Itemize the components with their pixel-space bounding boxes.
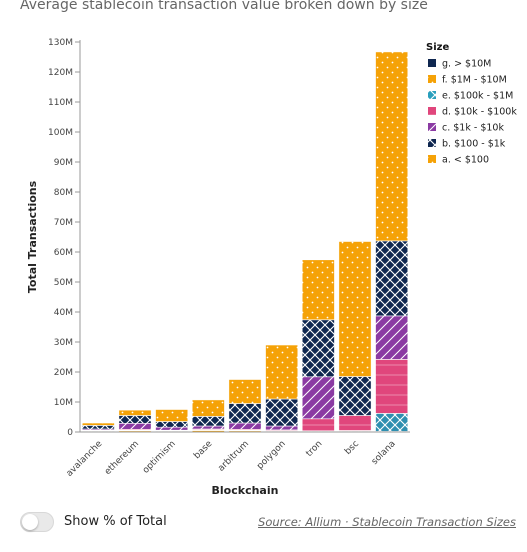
bar-segment-tron[interactable]: [301, 376, 335, 420]
y-tick-label: 20M: [54, 368, 73, 378]
legend-title: Size: [426, 42, 449, 53]
bar-segment-tron[interactable]: [301, 259, 335, 321]
y-tick-label: 40M: [54, 308, 73, 318]
legend-swatch: [428, 107, 436, 115]
legend-swatch: [428, 123, 436, 131]
bar-segment-bsc[interactable]: [338, 241, 372, 377]
legend-swatch: [428, 75, 436, 83]
x-tick-label: arbitrum: [216, 439, 251, 474]
x-tick-label: polygon: [255, 439, 288, 472]
y-tick-label: 100M: [48, 128, 73, 138]
bar-segment-arbitrum[interactable]: [228, 422, 262, 430]
legend-item-label[interactable]: a. < $100: [442, 155, 489, 166]
chart-svg: 0 10M 20M 30M 40M 50M 60M 70M 80M 90M 100M 110M 120M…: [26, 38, 517, 497]
bar-segment-polygon[interactable]: [265, 425, 299, 431]
legend-item-label[interactable]: f. $1M - $10M: [442, 75, 507, 86]
x-tick-label: ethereum: [103, 439, 141, 477]
bar-segment-tron[interactable]: [301, 319, 335, 378]
legend-item-label[interactable]: c. $1k - $10k: [442, 123, 504, 134]
bar-segment-ethereum[interactable]: [118, 415, 152, 424]
bar-segment-arbitrum[interactable]: [228, 379, 262, 404]
bar-segment-ethereum[interactable]: [118, 422, 152, 430]
y-tick-label: 0: [67, 428, 73, 438]
bar-segment-solana[interactable]: [375, 359, 409, 414]
legend-item-label[interactable]: d. $10k - $100k: [442, 107, 517, 118]
y-tick-label: 10M: [54, 398, 73, 408]
bar-segment-arbitrum[interactable]: [228, 403, 262, 424]
bar-segment-avalanche[interactable]: [81, 425, 115, 430]
bar-segment-optimism[interactable]: [155, 421, 189, 428]
bar-segment-optimism[interactable]: [155, 409, 189, 422]
y-tick-label: 110M: [48, 98, 73, 108]
source-link[interactable]: Source: Allium · Stablecoin Transaction …: [258, 515, 516, 529]
y-tick-label: 70M: [54, 218, 73, 228]
bar-segment-polygon[interactable]: [265, 398, 299, 427]
x-tick-label: tron: [304, 439, 324, 459]
bar-segment-tron[interactable]: [301, 418, 335, 432]
stacked-bar-chart: 0 10M 20M 30M 40M 50M 60M 70M 80M 90M 100M 110M 120M…: [26, 38, 517, 497]
bar-segment-avalanche[interactable]: [81, 422, 115, 426]
x-tick-label: optimism: [141, 439, 178, 476]
y-axis: 0 10M 20M 30M 40M 50M 60M 70M 80M 90M 100M 110M 120M…: [26, 38, 81, 438]
percent-toggle[interactable]: [20, 512, 54, 532]
y-tick-label: 90M: [54, 158, 73, 168]
x-tick-label: avalanche: [65, 439, 105, 479]
bar-segment-base[interactable]: [191, 416, 225, 427]
legend-item-label[interactable]: b. $100 - $1k: [442, 139, 506, 150]
bar-segment-polygon[interactable]: [265, 344, 299, 400]
y-tick-label: 80M: [54, 188, 73, 198]
y-tick-label: 130M: [48, 38, 73, 48]
y-tick-label: 50M: [54, 278, 73, 288]
bar-segment-ethereum[interactable]: [118, 409, 152, 416]
chart-title: Average stablecoin transaction value bro…: [20, 0, 428, 13]
bar-segment-solana[interactable]: [375, 413, 409, 432]
legend-swatch: [428, 155, 436, 163]
x-axis-label: Blockchain: [212, 484, 279, 497]
x-tick-label: solana: [370, 439, 398, 467]
y-tick-label: 30M: [54, 338, 73, 348]
bar-segment-solana[interactable]: [375, 315, 409, 360]
toggle-knob: [22, 514, 38, 530]
x-tick-label: base: [192, 439, 215, 462]
legend-item-label[interactable]: g. > $10M: [442, 59, 491, 70]
bar-segment-base[interactable]: [191, 399, 225, 417]
bar-segment-bsc[interactable]: [338, 415, 372, 431]
legend: Size g. > $10M f. $1M - $10M e. $100k - $1M…: [426, 42, 517, 166]
bar-segment-optimism[interactable]: [155, 426, 189, 431]
x-tick-label: bsc: [343, 439, 361, 457]
legend-swatch: [428, 59, 436, 67]
bar-segment-solana[interactable]: [375, 51, 409, 242]
chart-footer: Show % of Total Source: Allium · Stablec…: [0, 510, 527, 540]
bars: [81, 51, 409, 433]
bar-segment-base[interactable]: [191, 425, 225, 430]
legend-item-label[interactable]: e. $100k - $1M: [442, 91, 513, 102]
percent-toggle-label: Show % of Total: [64, 514, 167, 529]
bar-segment-bsc[interactable]: [338, 376, 372, 416]
y-tick-label: 60M: [54, 248, 73, 258]
bar-segment-solana[interactable]: [375, 240, 409, 317]
legend-swatch: [428, 139, 436, 147]
y-tick-label: 120M: [48, 68, 73, 78]
legend-swatch: [428, 91, 436, 99]
y-axis-label: Total Transactions: [26, 180, 39, 293]
